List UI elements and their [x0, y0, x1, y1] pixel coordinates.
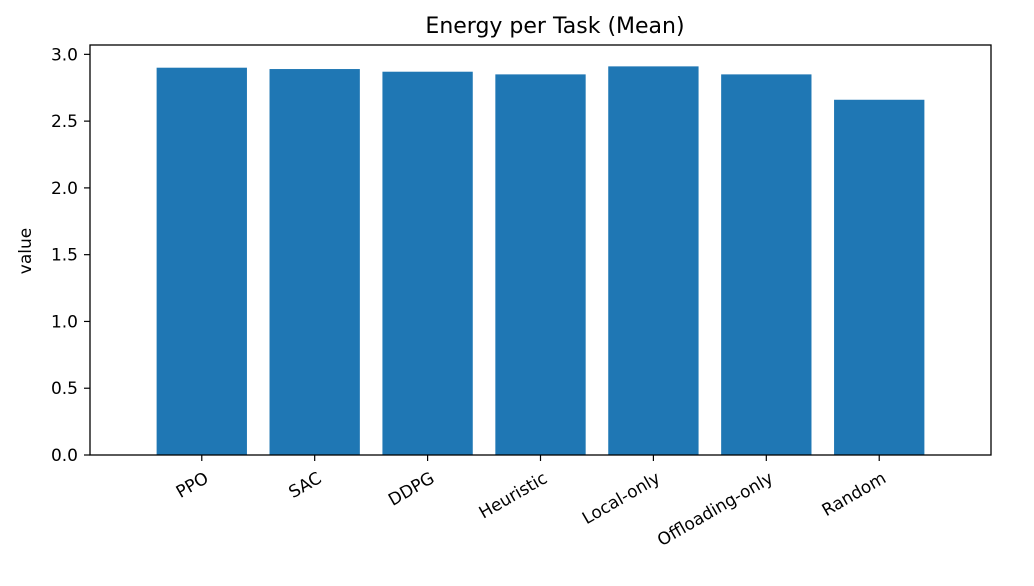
y-tick-label: 3.0 — [51, 45, 78, 65]
bar-ddpg — [382, 71, 473, 456]
bar-ppo — [156, 67, 247, 455]
chart-title: Energy per Task (Mean) — [425, 14, 684, 39]
y-axis: 0.0 0.5 1.0 1.5 2.0 2.5 3.0 — [51, 45, 90, 466]
x-tick-label-local-only: Local-only — [579, 468, 664, 529]
x-tick-label-ppo: PPO — [173, 468, 212, 502]
x-tick-label-ddpg: DDPG — [385, 468, 438, 510]
y-tick-label: 0.0 — [51, 446, 78, 466]
x-tick-label-random: Random — [819, 468, 890, 521]
bar-heuristic — [495, 74, 586, 455]
bar-local-only — [608, 66, 699, 456]
bar-random — [834, 99, 925, 455]
bar-sac — [269, 69, 360, 455]
y-tick-label: 0.5 — [51, 379, 78, 399]
y-tick-label: 1.5 — [51, 246, 78, 266]
y-tick-label: 2.5 — [51, 112, 78, 132]
x-tick-label-heuristic: Heuristic — [476, 468, 551, 523]
x-tick-label-offloading-only: Offloading-only — [654, 468, 777, 550]
plot-frame — [89, 44, 992, 456]
x-tick-label-sac: SAC — [285, 468, 325, 502]
bar-offloading-only — [721, 74, 812, 455]
bars-layer — [156, 66, 925, 456]
x-axis: PPO SAC DDPG Heuristic Local-onlyOffloading-… — [173, 455, 890, 551]
y-axis-label: value — [16, 228, 36, 274]
y-tick-label: 1.0 — [51, 312, 78, 332]
y-tick-label: 2.0 — [51, 179, 78, 199]
